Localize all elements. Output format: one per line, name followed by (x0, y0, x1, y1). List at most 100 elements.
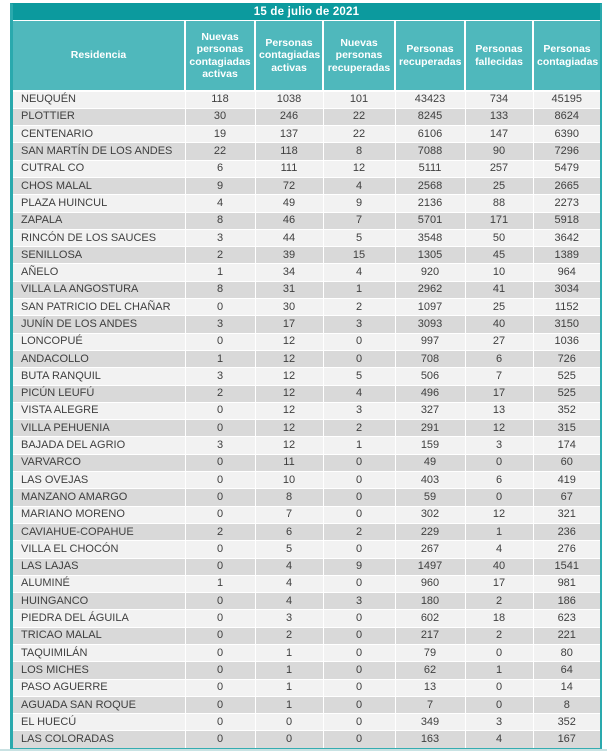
value-cell: 22 (322, 107, 395, 126)
value-cell: 221 (532, 626, 600, 645)
residencia-cell: EL HUECÚ (13, 713, 185, 731)
value-cell: 19 (184, 125, 255, 143)
value-cell: 0 (254, 713, 323, 731)
date-title: 15 de julio de 2021 (13, 4, 600, 21)
value-cell: 0 (322, 678, 395, 697)
residencia-cell: SAN PATRICIO DEL CHAÑAR (13, 298, 185, 316)
value-cell: 12 (254, 419, 323, 437)
header-row: Residencia Nuevas personas contagiadas ac… (13, 21, 600, 92)
residencia-cell: PIEDRA DEL ÁGUILA (13, 609, 185, 628)
value-cell: 27 (464, 332, 533, 351)
value-cell: 352 (532, 401, 600, 420)
value-cell: 302 (394, 505, 465, 524)
value-cell: 12 (254, 384, 323, 403)
residencia-cell: TAQUIMILÁN (13, 643, 185, 662)
page-bottom-divider (0, 749, 607, 751)
value-cell: 9 (322, 194, 395, 213)
value-cell: 17 (464, 384, 533, 403)
table-row: VARVARCO 0 11 0 49 0 60 (13, 453, 600, 472)
value-cell: 118 (254, 142, 323, 161)
value-cell: 0 (464, 453, 533, 472)
value-cell: 1097 (394, 298, 465, 316)
table-row: RINCÓN DE LOS SAUCES 3 44 5 3548 50 3642 (13, 228, 600, 247)
value-cell: 25 (464, 176, 533, 195)
table-row: ANDACOLLO 1 12 0 708 6 726 (13, 349, 600, 368)
value-cell: 62 (394, 661, 465, 680)
table-row: PICÚN LEUFÚ 2 12 4 496 17 525 (13, 384, 600, 403)
value-cell: 90 (464, 142, 533, 161)
table-row: SAN PATRICIO DEL CHAÑAR 0 30 2 1097 25 1152 (13, 298, 600, 316)
value-cell: 496 (394, 384, 465, 403)
value-cell: 137 (254, 125, 323, 143)
table-row: ALUMINÉ 1 4 0 960 17 981 (13, 574, 600, 593)
value-cell: 159 (394, 436, 465, 455)
value-cell: 3 (464, 713, 533, 731)
residencia-cell: LAS OVEJAS (13, 471, 185, 489)
covid-table: Residencia Nuevas personas contagiadas ac… (13, 21, 600, 749)
table-row: LAS LAJAS 0 4 9 1497 40 1541 (13, 557, 600, 576)
value-cell: 708 (394, 349, 465, 368)
table-row: EL HUECÚ 0 0 0 349 3 352 (13, 713, 600, 731)
value-cell: 1497 (394, 557, 465, 576)
value-cell: 11 (254, 453, 323, 472)
value-cell: 9 (184, 176, 255, 195)
value-cell: 6 (464, 349, 533, 368)
value-cell: 1 (464, 661, 533, 680)
table-row: HUINGANCO 0 4 3 180 2 186 (13, 592, 600, 610)
value-cell: 0 (184, 471, 255, 489)
value-cell: 0 (322, 713, 395, 731)
value-cell: 31 (254, 280, 323, 299)
value-cell: 118 (184, 90, 255, 109)
residencia-cell: TRICAO MALAL (13, 626, 185, 645)
value-cell: 1 (254, 695, 323, 714)
value-cell: 7 (394, 695, 465, 714)
residencia-cell: ANDACOLLO (13, 349, 185, 368)
value-cell: 3642 (532, 228, 600, 247)
column-header: Personas fallecidas (464, 21, 533, 92)
table-row: VISTA ALEGRE 0 12 3 327 13 352 (13, 401, 600, 420)
column-header: Nuevas personas contagiadas activas (184, 21, 255, 92)
residencia-cell: CAVIAHUE-COPAHUE (13, 522, 185, 541)
table-row: LOS MICHES 0 1 0 62 1 64 (13, 661, 600, 680)
residencia-cell: SAN MARTÍN DE LOS ANDES (13, 142, 185, 161)
residencia-cell: VILLA PEHUENIA (13, 419, 185, 437)
value-cell: 1389 (532, 246, 600, 264)
value-cell: 0 (184, 661, 255, 680)
value-cell: 0 (184, 488, 255, 507)
value-cell: 960 (394, 574, 465, 593)
value-cell: 0 (184, 609, 255, 628)
value-cell: 67 (532, 488, 600, 507)
table-row: VILLA LA ANGOSTURA 8 31 1 2962 41 3034 (13, 280, 600, 299)
value-cell: 8245 (394, 107, 465, 126)
value-cell: 3 (322, 401, 395, 420)
value-cell: 5479 (532, 159, 600, 178)
table-row: PASO AGUERRE 0 1 0 13 0 14 (13, 678, 600, 697)
value-cell: 0 (184, 453, 255, 472)
value-cell: 2 (254, 626, 323, 645)
value-cell: 133 (464, 107, 533, 126)
value-cell: 276 (532, 540, 600, 559)
residencia-cell: JUNÍN DE LOS ANDES (13, 315, 185, 334)
value-cell: 12 (254, 367, 323, 386)
value-cell: 43423 (394, 90, 465, 109)
value-cell: 4 (464, 540, 533, 559)
value-cell: 0 (184, 557, 255, 576)
value-cell: 2273 (532, 194, 600, 213)
value-cell: 101 (322, 90, 395, 109)
value-cell: 49 (394, 453, 465, 472)
value-cell: 315 (532, 419, 600, 437)
value-cell: 525 (532, 384, 600, 403)
value-cell: 4 (184, 194, 255, 213)
residencia-cell: ZAPALA (13, 211, 185, 230)
value-cell: 964 (532, 263, 600, 282)
value-cell: 0 (464, 488, 533, 507)
residencia-cell: LONCOPUÉ (13, 332, 185, 351)
value-cell: 1036 (532, 332, 600, 351)
value-cell: 997 (394, 332, 465, 351)
table-row: AÑELO 1 34 4 920 10 964 (13, 263, 600, 282)
value-cell: 147 (464, 125, 533, 143)
value-cell: 3 (254, 609, 323, 628)
value-cell: 0 (184, 332, 255, 351)
table-row: PIEDRA DEL ÁGUILA 0 3 0 602 18 623 (13, 609, 600, 628)
residencia-cell: PASO AGUERRE (13, 678, 185, 697)
